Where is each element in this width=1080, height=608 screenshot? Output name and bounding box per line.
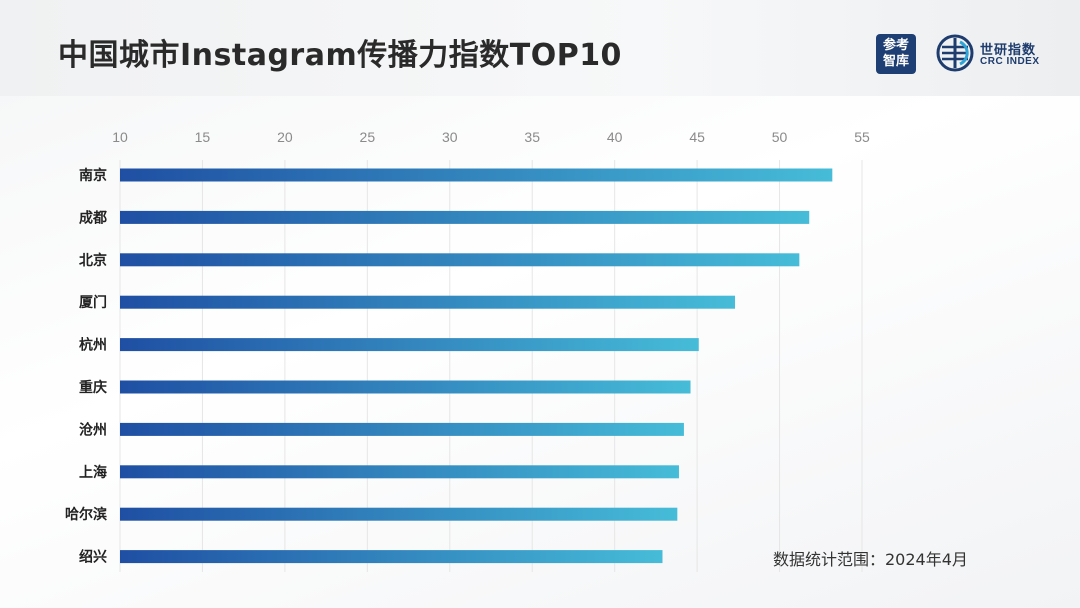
- category-label: 沧州: [79, 421, 107, 438]
- bar: [120, 253, 800, 267]
- data-range-note: 数据统计范围：2024年4月: [773, 550, 968, 569]
- x-tick-label: 45: [689, 129, 705, 145]
- crc-logo-cn: 世研指数: [980, 43, 1037, 58]
- bar: [120, 550, 663, 564]
- bar: [120, 168, 833, 182]
- bar: [120, 295, 736, 309]
- category-label: 重庆: [79, 379, 107, 396]
- crc-index-logo: 世研指数 CRC INDEX: [936, 34, 1051, 74]
- category-label: 绍兴: [79, 549, 107, 566]
- x-tick-label: 25: [360, 129, 376, 145]
- x-tick-label: 40: [607, 129, 623, 145]
- category-label: 哈尔滨: [65, 506, 107, 523]
- category-label: 杭州: [79, 337, 107, 354]
- bars: [120, 168, 833, 564]
- x-tick-label: 30: [442, 129, 458, 145]
- cankao-logo: 参考智库: [876, 34, 916, 74]
- x-tick-label: 10: [112, 129, 128, 145]
- page-title: 中国城市Instagram传播力指数TOP10: [58, 38, 622, 73]
- grid-lines: [119, 160, 863, 572]
- bar: [120, 380, 691, 394]
- x-tick-label: 55: [854, 129, 870, 145]
- bar: [120, 422, 684, 436]
- globe-icon: [936, 34, 974, 72]
- bar: [120, 507, 678, 521]
- x-tick-label: 35: [524, 129, 540, 145]
- crc-logo-en: CRC INDEX: [980, 56, 1040, 67]
- category-label: 上海: [79, 464, 107, 481]
- bar: [120, 465, 679, 479]
- x-tick-label: 50: [772, 129, 788, 145]
- header: 中国城市Instagram传播力指数TOP10 参考智库 世研指数 CRC IN…: [0, 0, 1080, 96]
- x-tick-label: 20: [277, 129, 293, 145]
- bar: [120, 210, 810, 224]
- category-label: 南京: [79, 167, 107, 184]
- category-label: 北京: [79, 252, 107, 269]
- bar: [120, 338, 699, 352]
- category-label: 成都: [79, 209, 107, 226]
- category-label: 厦门: [79, 294, 107, 311]
- x-tick-label: 15: [195, 129, 211, 145]
- x-tick-labels: 10 15 20 25 30 35 40 45 50 55: [112, 129, 870, 145]
